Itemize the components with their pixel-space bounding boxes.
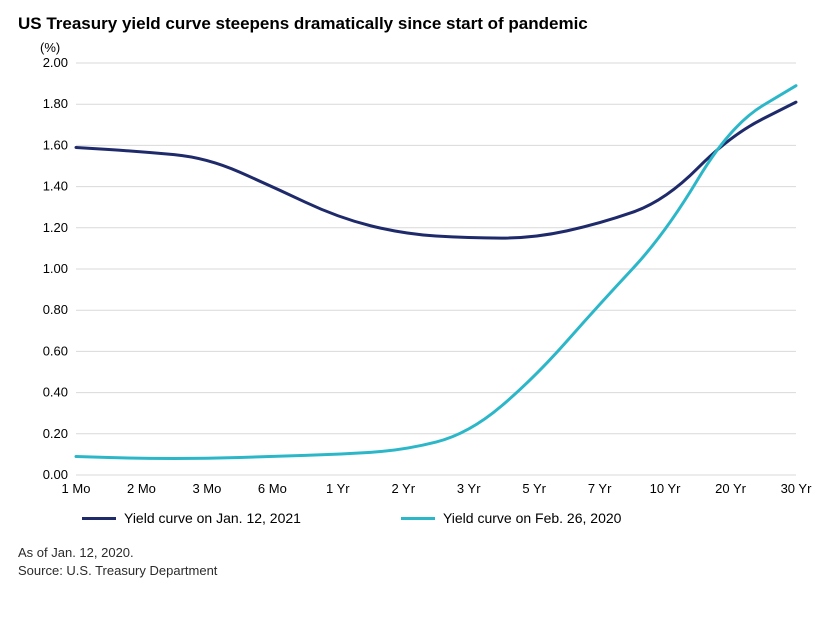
chart-footnotes: As of Jan. 12, 2020. Source: U.S. Treasu… — [18, 544, 812, 580]
series-feb26_2020 — [76, 86, 796, 459]
x-tick-label: 3 Yr — [457, 481, 481, 496]
legend: Yield curve on Jan. 12, 2021 Yield curve … — [82, 510, 812, 526]
y-tick-label: 1.60 — [43, 137, 68, 152]
legend-swatch — [401, 517, 435, 520]
x-tick-label: 2 Yr — [391, 481, 415, 496]
x-tick-label: 5 Yr — [522, 481, 546, 496]
x-tick-label: 6 Mo — [258, 481, 287, 496]
x-tick-label: 7 Yr — [588, 481, 612, 496]
y-tick-label: 1.20 — [43, 220, 68, 235]
series-jan12_2021 — [76, 102, 796, 238]
footnote-asof: As of Jan. 12, 2020. — [18, 544, 812, 562]
legend-swatch — [82, 517, 116, 520]
y-tick-label: 0.40 — [43, 385, 68, 400]
y-tick-label: 0.80 — [43, 302, 68, 317]
x-tick-label: 10 Yr — [650, 481, 682, 496]
x-tick-label: 30 Yr — [781, 481, 812, 496]
x-tick-label: 1 Yr — [326, 481, 350, 496]
y-tick-label: 0.00 — [43, 467, 68, 482]
x-tick-label: 20 Yr — [715, 481, 747, 496]
y-axis-unit-label: (%) — [40, 40, 812, 55]
legend-item-jan12_2021: Yield curve on Jan. 12, 2021 — [82, 510, 301, 526]
x-tick-label: 2 Mo — [127, 481, 156, 496]
x-tick-label: 1 Mo — [62, 481, 91, 496]
x-tick-label: 3 Mo — [192, 481, 221, 496]
chart-title: US Treasury yield curve steepens dramati… — [18, 14, 812, 34]
footnote-source: Source: U.S. Treasury Department — [18, 562, 812, 580]
y-tick-label: 1.40 — [43, 179, 68, 194]
legend-label: Yield curve on Jan. 12, 2021 — [124, 510, 301, 526]
y-tick-label: 1.80 — [43, 96, 68, 111]
yield-curve-chart: 0.00 0.20 0.40 0.60 0.80 1.00 1.20 1.40 1.60 1.80… — [18, 57, 812, 499]
y-tick-label: 0.20 — [43, 426, 68, 441]
chart-area: 0.00 0.20 0.40 0.60 0.80 1.00 1.20 1.40 1.60 1.80… — [18, 57, 812, 504]
y-tick-label: 0.60 — [43, 343, 68, 358]
legend-item-feb26_2020: Yield curve on Feb. 26, 2020 — [401, 510, 622, 526]
y-tick-label: 1.00 — [43, 261, 68, 276]
y-tick-label: 2.00 — [43, 57, 68, 70]
legend-label: Yield curve on Feb. 26, 2020 — [443, 510, 622, 526]
